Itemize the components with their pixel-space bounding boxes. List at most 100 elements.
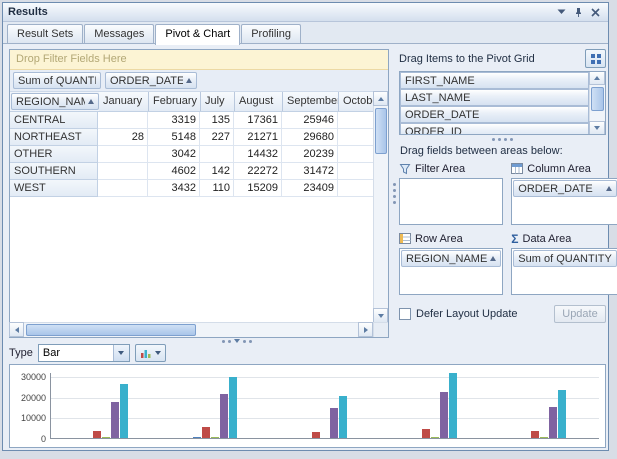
scroll-down-button[interactable] bbox=[373, 308, 388, 323]
pivot-cell: 22272 bbox=[234, 163, 282, 180]
filter-area: Filter Area bbox=[399, 161, 504, 225]
triangle-right-icon bbox=[363, 326, 368, 333]
list-resize-handle[interactable] bbox=[399, 135, 606, 143]
y-tick-label: 0 bbox=[40, 434, 46, 444]
grid-icon bbox=[590, 53, 601, 64]
data-area-item-sum-of-quantity[interactable]: Sum of QUANTITY bbox=[513, 250, 617, 267]
column-header-january[interactable]: January bbox=[99, 92, 149, 111]
chevron-down-icon bbox=[118, 351, 125, 355]
tab-messages[interactable]: Messages bbox=[84, 24, 155, 43]
hscroll-thumb[interactable] bbox=[26, 324, 196, 336]
tab-result-sets[interactable]: Result Sets bbox=[7, 24, 84, 43]
column-header-september[interactable]: September bbox=[283, 92, 339, 111]
bar-west-february bbox=[531, 431, 539, 438]
field-item-last_name[interactable]: LAST_NAME bbox=[400, 89, 589, 106]
chart-options-button[interactable] bbox=[134, 344, 166, 362]
titlebar: Results bbox=[3, 3, 608, 22]
field-button-region-name[interactable]: REGION_NAME bbox=[11, 93, 99, 110]
chart-toolbar: Type Bar bbox=[9, 344, 166, 362]
field-chooser-panel: Drag Items to the Pivot Grid FIRST_NAME L… bbox=[399, 49, 617, 338]
row-header-southern[interactable]: SOUTHERN bbox=[10, 163, 98, 180]
row-area-box[interactable]: REGION_NAME bbox=[399, 248, 504, 295]
pivot-cell: 20239 bbox=[282, 146, 338, 163]
row-header-northeast[interactable]: NORTHEAST bbox=[10, 129, 98, 146]
combo-dropdown-button[interactable] bbox=[112, 345, 129, 361]
pivot-cell: 3042 bbox=[148, 146, 200, 163]
tab-profiling[interactable]: Profiling bbox=[241, 24, 301, 43]
pivot-horizontal-scrollbar[interactable] bbox=[9, 322, 373, 337]
bar-southern-september bbox=[449, 373, 457, 438]
pin-icon[interactable] bbox=[571, 5, 586, 19]
column-area-item-order-date[interactable]: ORDER_DATE bbox=[513, 180, 617, 197]
field-button-sum-of-quantity[interactable]: Sum of QUANTITY bbox=[13, 72, 101, 89]
triangle-down-icon bbox=[377, 313, 384, 318]
triangle-left-icon bbox=[14, 326, 19, 333]
bar-central-july bbox=[102, 437, 110, 438]
field-button-order-date[interactable]: ORDER_DATE bbox=[105, 72, 197, 89]
row-header-other[interactable]: OTHER bbox=[10, 146, 98, 163]
chevron-down-icon bbox=[154, 351, 161, 355]
row-area-header: Row Area bbox=[399, 231, 503, 246]
pivot-cell bbox=[338, 163, 373, 180]
field-list: FIRST_NAME LAST_NAME ORDER_DATE ORDER_ID bbox=[399, 71, 606, 135]
area-label: Data Area bbox=[522, 232, 572, 245]
data-area-box[interactable]: Sum of QUANTITY bbox=[511, 248, 617, 295]
column-header-february[interactable]: February bbox=[149, 92, 201, 111]
field-item-order_id[interactable]: ORDER_ID bbox=[400, 123, 589, 134]
vscroll-thumb[interactable] bbox=[375, 108, 387, 154]
bar-west-july bbox=[540, 437, 548, 438]
column-header-october[interactable]: October bbox=[339, 92, 373, 111]
pivot-cell: 142 bbox=[200, 163, 234, 180]
bar-southern-august bbox=[440, 392, 448, 438]
panel-title: Results bbox=[8, 6, 48, 18]
filter-area-box[interactable] bbox=[399, 178, 504, 225]
pivot-cell bbox=[200, 146, 234, 163]
tab-label: Pivot & Chart bbox=[165, 28, 231, 40]
filter-drop-text: Drop Filter Fields Here bbox=[16, 53, 127, 65]
defer-layout-checkbox[interactable] bbox=[399, 308, 411, 320]
pivot-cell bbox=[338, 112, 373, 129]
column-area-box[interactable]: ORDER_DATE bbox=[511, 178, 617, 225]
scroll-down-button[interactable] bbox=[589, 121, 605, 134]
vertical-splitter[interactable] bbox=[391, 49, 397, 338]
field-item-order_date[interactable]: ORDER_DATE bbox=[400, 106, 589, 123]
row-header-central[interactable]: CENTRAL bbox=[10, 112, 98, 129]
results-window: Results Result Sets Messages Pivot & Cha… bbox=[2, 2, 617, 451]
scroll-up-button[interactable] bbox=[373, 91, 388, 106]
bar-northeast-september bbox=[229, 377, 237, 438]
scroll-up-button[interactable] bbox=[589, 72, 605, 85]
sigma-icon: Σ bbox=[511, 231, 519, 246]
area-label: Row Area bbox=[415, 232, 463, 245]
filter-drop-zone[interactable]: Drop Filter Fields Here bbox=[10, 50, 388, 70]
triangle-up-icon bbox=[377, 96, 384, 101]
row-header-west[interactable]: WEST bbox=[10, 180, 98, 197]
scroll-left-button[interactable] bbox=[9, 322, 24, 337]
sort-asc-icon bbox=[490, 256, 497, 261]
column-header-august[interactable]: August bbox=[235, 92, 283, 111]
column-header-july[interactable]: July bbox=[201, 92, 235, 111]
row-area-item-region-name[interactable]: REGION_NAME bbox=[401, 250, 502, 267]
close-icon[interactable] bbox=[588, 5, 603, 19]
field-item-first_name[interactable]: FIRST_NAME bbox=[400, 72, 589, 89]
bar-southern-july bbox=[431, 437, 439, 438]
update-button[interactable]: Update bbox=[554, 305, 606, 323]
pivot-row: SOUTHERN 4602 142 22272 31472 bbox=[10, 163, 373, 180]
pivot-vertical-scrollbar[interactable] bbox=[373, 91, 388, 323]
list-scroll-thumb[interactable] bbox=[591, 87, 604, 111]
splitter-grip[interactable] bbox=[221, 339, 252, 343]
field-list-scrollbar[interactable] bbox=[589, 72, 605, 134]
collapse-down-icon bbox=[233, 339, 240, 343]
scroll-right-button[interactable] bbox=[358, 322, 373, 337]
pivot-cell: 28 bbox=[98, 129, 148, 146]
chart-type-select[interactable]: Bar bbox=[37, 344, 130, 362]
bar-other-august bbox=[330, 408, 338, 438]
pivot-grid-layout-button[interactable] bbox=[585, 49, 606, 68]
column-header-row: REGION_NAME JanuaryFebruaryJulyAugustSep… bbox=[10, 92, 373, 112]
horizontal-splitter[interactable] bbox=[9, 338, 600, 344]
field-label: REGION_NAME bbox=[16, 95, 85, 108]
column-headers: JanuaryFebruaryJulyAugustSeptemberOctobe… bbox=[99, 92, 373, 111]
window-position-icon[interactable] bbox=[554, 5, 569, 19]
pivot-cell: 23409 bbox=[282, 180, 338, 197]
pivot-cell bbox=[98, 163, 148, 180]
tab-pivot-chart[interactable]: Pivot & Chart bbox=[155, 24, 241, 45]
